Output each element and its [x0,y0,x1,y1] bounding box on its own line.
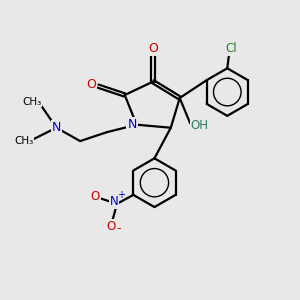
Text: O: O [86,78,96,91]
Text: N: N [52,121,61,134]
Text: O: O [91,190,100,203]
Text: O: O [106,220,116,233]
Text: CH₃: CH₃ [22,97,41,106]
Text: CH₃: CH₃ [15,136,34,146]
Text: Cl: Cl [225,42,237,56]
Text: -: - [116,222,121,235]
Text: O: O [148,42,158,55]
Text: +: + [117,190,124,200]
Text: OH: OH [190,119,208,132]
Text: N: N [128,118,137,131]
Text: N: N [110,195,118,208]
